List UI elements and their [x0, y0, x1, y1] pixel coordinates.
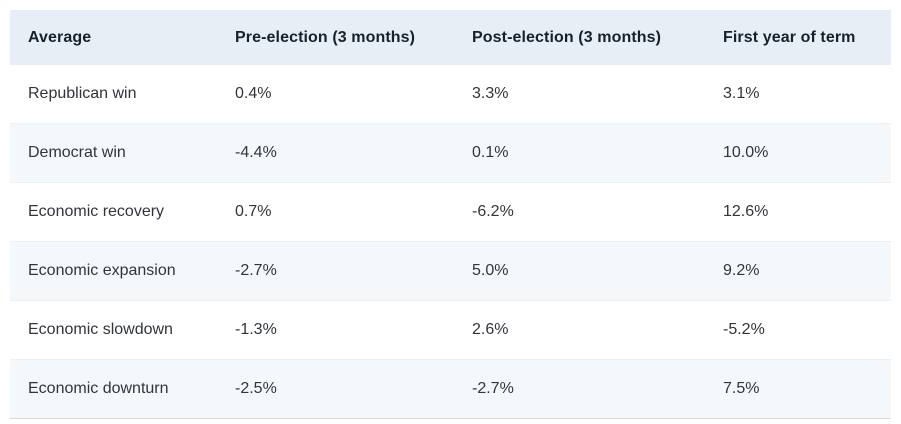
cell-value: 0.1%	[472, 123, 723, 183]
table-header: Average Pre-election (3 months) Post-ele…	[10, 10, 891, 65]
cell-value: 9.2%	[723, 241, 891, 301]
cell-value: 0.7%	[235, 182, 472, 242]
cell-value: -6.2%	[472, 182, 723, 242]
table-row: Economic expansion -2.7% 5.0% 9.2%	[10, 241, 891, 301]
row-label: Democrat win	[10, 123, 235, 183]
row-label: Economic downturn	[10, 359, 235, 419]
cell-value: -2.7%	[235, 241, 472, 301]
cell-value: -2.7%	[472, 359, 723, 419]
cell-value: 7.5%	[723, 359, 891, 419]
averages-table: Average Pre-election (3 months) Post-ele…	[10, 10, 891, 419]
cell-value: 2.6%	[472, 300, 723, 360]
cell-value: -2.5%	[235, 359, 472, 419]
table-row: Republican win 0.4% 3.3% 3.1%	[10, 65, 891, 124]
table-row: Democrat win -4.4% 0.1% 10.0%	[10, 123, 891, 183]
table-row: Economic downturn -2.5% -2.7% 7.5%	[10, 359, 891, 419]
column-header-average: Average	[10, 10, 235, 65]
cell-value: 0.4%	[235, 65, 472, 124]
cell-value: -4.4%	[235, 123, 472, 183]
cell-value: 3.1%	[723, 65, 891, 124]
column-header-pre-election: Pre-election (3 months)	[235, 10, 472, 65]
header-row: Average Pre-election (3 months) Post-ele…	[10, 10, 891, 65]
cell-value: -5.2%	[723, 300, 891, 360]
cell-value: 10.0%	[723, 123, 891, 183]
column-header-first-year: First year of term	[723, 10, 891, 65]
row-label: Republican win	[10, 65, 235, 124]
cell-value: -1.3%	[235, 300, 472, 360]
row-label: Economic expansion	[10, 241, 235, 301]
row-label: Economic slowdown	[10, 300, 235, 360]
cell-value: 5.0%	[472, 241, 723, 301]
table-body: Republican win 0.4% 3.3% 3.1% Democrat win -4…	[10, 65, 891, 419]
table-row: Economic slowdown -1.3% 2.6% -5.2%	[10, 300, 891, 360]
row-label: Economic recovery	[10, 182, 235, 242]
cell-value: 12.6%	[723, 182, 891, 242]
cell-value: 3.3%	[472, 65, 723, 124]
table-row: Economic recovery 0.7% -6.2% 12.6%	[10, 182, 891, 242]
column-header-post-election: Post-election (3 months)	[472, 10, 723, 65]
